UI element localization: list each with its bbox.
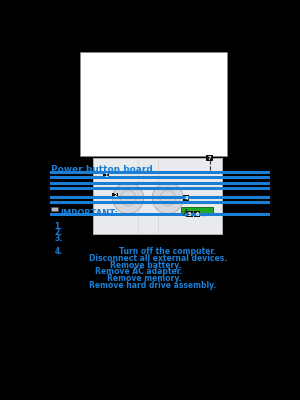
Text: Remove memory.: Remove memory.: [107, 274, 182, 283]
Text: Remove hard drive assembly.: Remove hard drive assembly.: [88, 281, 216, 290]
Text: 4.: 4.: [55, 247, 63, 256]
Polygon shape: [93, 158, 222, 234]
Text: 2.: 2.: [55, 228, 63, 237]
FancyBboxPatch shape: [103, 172, 109, 178]
FancyBboxPatch shape: [206, 155, 213, 161]
Text: 2: 2: [113, 193, 117, 198]
FancyBboxPatch shape: [194, 211, 200, 218]
Text: 1.: 1.: [55, 222, 63, 231]
Text: 5: 5: [188, 212, 191, 217]
FancyBboxPatch shape: [112, 193, 118, 199]
Text: 1: 1: [104, 172, 107, 178]
Text: 3.: 3.: [55, 234, 63, 243]
Circle shape: [152, 183, 183, 214]
Text: Disconnect all external devices.: Disconnect all external devices.: [88, 254, 227, 262]
Circle shape: [184, 214, 186, 216]
Text: Remove battery.: Remove battery.: [110, 260, 182, 270]
Text: Turn off the computer.: Turn off the computer.: [119, 247, 216, 256]
Bar: [80, 52, 227, 156]
FancyBboxPatch shape: [183, 195, 189, 201]
Text: IMPORTANT:: IMPORTANT:: [60, 209, 118, 218]
Circle shape: [202, 214, 205, 216]
Bar: [52, 207, 58, 211]
Circle shape: [113, 183, 144, 214]
Text: Remove AC adapter.: Remove AC adapter.: [95, 268, 183, 276]
Text: Power button board: Power button board: [52, 165, 153, 174]
Bar: [181, 207, 213, 214]
Circle shape: [190, 214, 192, 216]
Text: 7: 7: [208, 156, 211, 161]
Circle shape: [196, 214, 198, 216]
FancyBboxPatch shape: [186, 211, 193, 218]
Text: 6: 6: [196, 212, 199, 217]
Text: 4: 4: [184, 196, 188, 201]
